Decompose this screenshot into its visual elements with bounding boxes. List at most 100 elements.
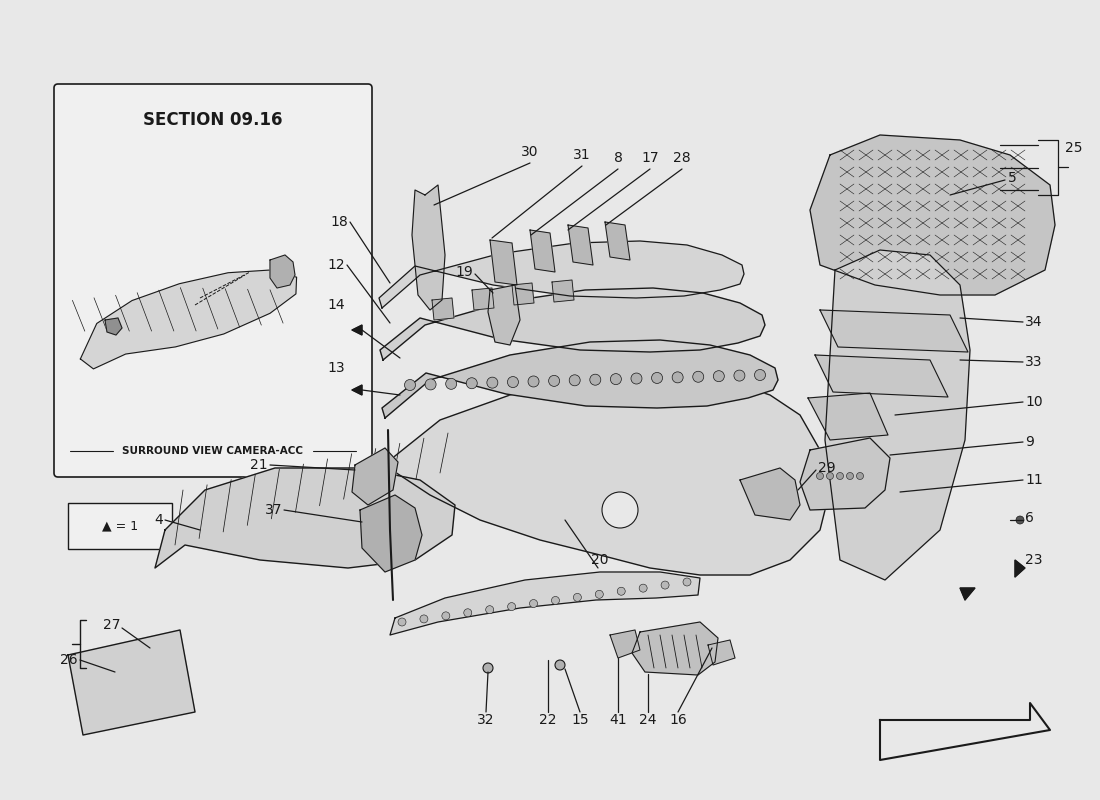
Polygon shape	[390, 572, 700, 635]
Text: 18: 18	[330, 215, 348, 229]
Circle shape	[420, 615, 428, 623]
Text: 24: 24	[639, 713, 657, 727]
Text: 31: 31	[573, 148, 591, 162]
Circle shape	[595, 590, 603, 598]
Text: 19: 19	[455, 265, 473, 279]
Polygon shape	[390, 375, 830, 575]
Circle shape	[573, 594, 582, 602]
Circle shape	[816, 473, 824, 479]
Circle shape	[507, 377, 518, 387]
Text: ▲ = 1: ▲ = 1	[102, 519, 139, 533]
Circle shape	[398, 618, 406, 626]
Polygon shape	[632, 622, 718, 675]
Circle shape	[551, 597, 560, 605]
Polygon shape	[740, 468, 800, 520]
Text: SURROUND VIEW CAMERA-ACC: SURROUND VIEW CAMERA-ACC	[122, 446, 304, 456]
Text: 41: 41	[609, 713, 627, 727]
Text: 23: 23	[1025, 553, 1043, 567]
Circle shape	[507, 602, 516, 610]
Polygon shape	[352, 325, 362, 335]
Circle shape	[683, 578, 691, 586]
Circle shape	[569, 374, 580, 386]
Text: 29: 29	[818, 461, 836, 475]
Text: SECTION 09.16: SECTION 09.16	[143, 111, 283, 129]
Circle shape	[610, 374, 621, 385]
Text: 20: 20	[592, 553, 608, 567]
Polygon shape	[360, 495, 422, 572]
Polygon shape	[800, 438, 890, 510]
Text: 21: 21	[251, 458, 268, 472]
Circle shape	[1016, 516, 1024, 524]
Circle shape	[631, 373, 642, 384]
Text: 11: 11	[1025, 473, 1043, 487]
Polygon shape	[820, 310, 968, 352]
Circle shape	[713, 370, 724, 382]
Polygon shape	[605, 222, 630, 260]
Text: 37: 37	[264, 503, 282, 517]
Circle shape	[836, 473, 844, 479]
Polygon shape	[412, 185, 446, 310]
Polygon shape	[155, 468, 455, 568]
Text: 22: 22	[539, 713, 557, 727]
Circle shape	[639, 584, 647, 592]
Polygon shape	[708, 640, 735, 665]
Circle shape	[487, 377, 498, 388]
Circle shape	[734, 370, 745, 381]
Circle shape	[847, 473, 854, 479]
Polygon shape	[382, 340, 778, 418]
Text: 27: 27	[102, 618, 120, 632]
Circle shape	[529, 599, 538, 607]
Polygon shape	[512, 283, 534, 305]
Polygon shape	[432, 298, 454, 320]
Polygon shape	[352, 448, 398, 505]
Circle shape	[651, 373, 662, 383]
Circle shape	[446, 378, 456, 390]
Circle shape	[693, 371, 704, 382]
Text: 16: 16	[669, 713, 686, 727]
Circle shape	[602, 492, 638, 528]
FancyBboxPatch shape	[54, 84, 372, 477]
Text: 32: 32	[477, 713, 495, 727]
Polygon shape	[610, 630, 640, 658]
Text: 25: 25	[1065, 141, 1082, 155]
Polygon shape	[880, 703, 1050, 760]
Text: 12: 12	[328, 258, 345, 272]
Circle shape	[483, 663, 493, 673]
Text: 10: 10	[1025, 395, 1043, 409]
Circle shape	[442, 612, 450, 620]
Polygon shape	[472, 288, 494, 310]
Polygon shape	[270, 255, 295, 288]
Polygon shape	[568, 225, 593, 265]
Polygon shape	[1015, 560, 1025, 577]
Text: 14: 14	[328, 298, 345, 312]
Text: 9: 9	[1025, 435, 1034, 449]
Circle shape	[672, 372, 683, 383]
Polygon shape	[104, 318, 122, 335]
Circle shape	[590, 374, 601, 386]
Circle shape	[528, 376, 539, 387]
Text: 5: 5	[1008, 171, 1016, 185]
Circle shape	[549, 375, 560, 386]
Polygon shape	[490, 240, 517, 285]
Text: 8: 8	[614, 151, 623, 165]
Circle shape	[466, 378, 477, 389]
Circle shape	[405, 379, 416, 390]
FancyBboxPatch shape	[68, 503, 172, 549]
Text: 15: 15	[571, 713, 588, 727]
Polygon shape	[488, 285, 520, 345]
Text: 28: 28	[673, 151, 691, 165]
Polygon shape	[815, 355, 948, 397]
Polygon shape	[808, 393, 888, 440]
Circle shape	[425, 379, 436, 390]
Circle shape	[617, 587, 625, 595]
Circle shape	[486, 606, 494, 614]
Text: 6: 6	[1025, 511, 1034, 525]
Polygon shape	[379, 288, 764, 360]
Text: 4: 4	[154, 513, 163, 527]
Polygon shape	[810, 135, 1055, 295]
Circle shape	[755, 370, 766, 381]
Text: 26: 26	[60, 653, 78, 667]
Polygon shape	[68, 630, 195, 735]
Circle shape	[661, 581, 669, 589]
Polygon shape	[352, 385, 362, 395]
